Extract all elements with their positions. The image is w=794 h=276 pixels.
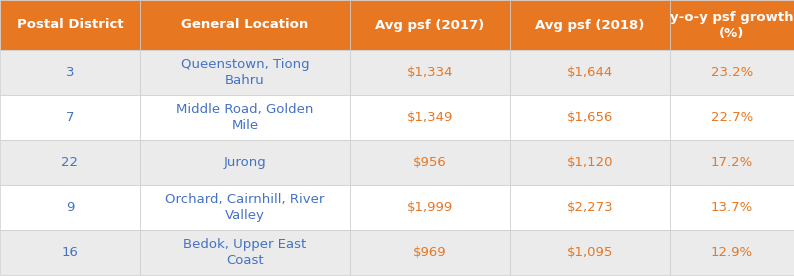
Bar bbox=[0, 95, 140, 140]
Text: y-o-y psf growth
(%): y-o-y psf growth (%) bbox=[670, 10, 794, 39]
Bar bbox=[350, 185, 510, 230]
Text: Avg psf (2018): Avg psf (2018) bbox=[535, 18, 645, 31]
Text: Postal District: Postal District bbox=[17, 18, 123, 31]
Bar bbox=[510, 140, 670, 185]
Bar bbox=[140, 95, 350, 140]
Bar bbox=[350, 50, 510, 95]
Text: Orchard, Cairnhill, River
Valley: Orchard, Cairnhill, River Valley bbox=[165, 193, 325, 222]
Text: $1,999: $1,999 bbox=[407, 201, 453, 214]
Text: 3: 3 bbox=[66, 66, 75, 79]
Bar bbox=[510, 0, 670, 50]
Text: General Location: General Location bbox=[181, 18, 309, 31]
Bar bbox=[510, 50, 670, 95]
Bar bbox=[670, 140, 794, 185]
Text: $1,095: $1,095 bbox=[567, 246, 613, 259]
Bar bbox=[0, 185, 140, 230]
Bar bbox=[510, 230, 670, 275]
Bar bbox=[670, 50, 794, 95]
Bar bbox=[140, 230, 350, 275]
Text: $1,120: $1,120 bbox=[567, 156, 613, 169]
Text: Bedok, Upper East
Coast: Bedok, Upper East Coast bbox=[183, 238, 306, 267]
Bar bbox=[0, 230, 140, 275]
Text: 16: 16 bbox=[62, 246, 79, 259]
Text: 17.2%: 17.2% bbox=[711, 156, 754, 169]
Text: $2,273: $2,273 bbox=[567, 201, 613, 214]
Text: 22: 22 bbox=[61, 156, 79, 169]
Bar bbox=[140, 50, 350, 95]
Text: $1,644: $1,644 bbox=[567, 66, 613, 79]
Text: $1,349: $1,349 bbox=[407, 111, 453, 124]
Text: 23.2%: 23.2% bbox=[711, 66, 754, 79]
Text: 22.7%: 22.7% bbox=[711, 111, 754, 124]
Bar bbox=[350, 140, 510, 185]
Text: $1,334: $1,334 bbox=[407, 66, 453, 79]
Bar bbox=[140, 0, 350, 50]
Bar bbox=[0, 140, 140, 185]
Bar bbox=[350, 230, 510, 275]
Bar bbox=[670, 95, 794, 140]
Bar bbox=[350, 95, 510, 140]
Bar bbox=[350, 0, 510, 50]
Bar bbox=[670, 185, 794, 230]
Bar bbox=[670, 0, 794, 50]
Text: Avg psf (2017): Avg psf (2017) bbox=[376, 18, 484, 31]
Bar bbox=[670, 230, 794, 275]
Text: 9: 9 bbox=[66, 201, 74, 214]
Bar bbox=[510, 185, 670, 230]
Text: $969: $969 bbox=[413, 246, 447, 259]
Text: 12.9%: 12.9% bbox=[711, 246, 753, 259]
Text: Middle Road, Golden
Mile: Middle Road, Golden Mile bbox=[176, 103, 314, 132]
Text: $1,656: $1,656 bbox=[567, 111, 613, 124]
Text: $956: $956 bbox=[413, 156, 447, 169]
Bar bbox=[140, 140, 350, 185]
Text: Queenstown, Tiong
Bahru: Queenstown, Tiong Bahru bbox=[181, 58, 310, 87]
Text: Jurong: Jurong bbox=[224, 156, 266, 169]
Bar bbox=[0, 0, 140, 50]
Bar bbox=[0, 50, 140, 95]
Bar bbox=[140, 185, 350, 230]
Text: 7: 7 bbox=[66, 111, 75, 124]
Bar bbox=[510, 95, 670, 140]
Text: 13.7%: 13.7% bbox=[711, 201, 754, 214]
